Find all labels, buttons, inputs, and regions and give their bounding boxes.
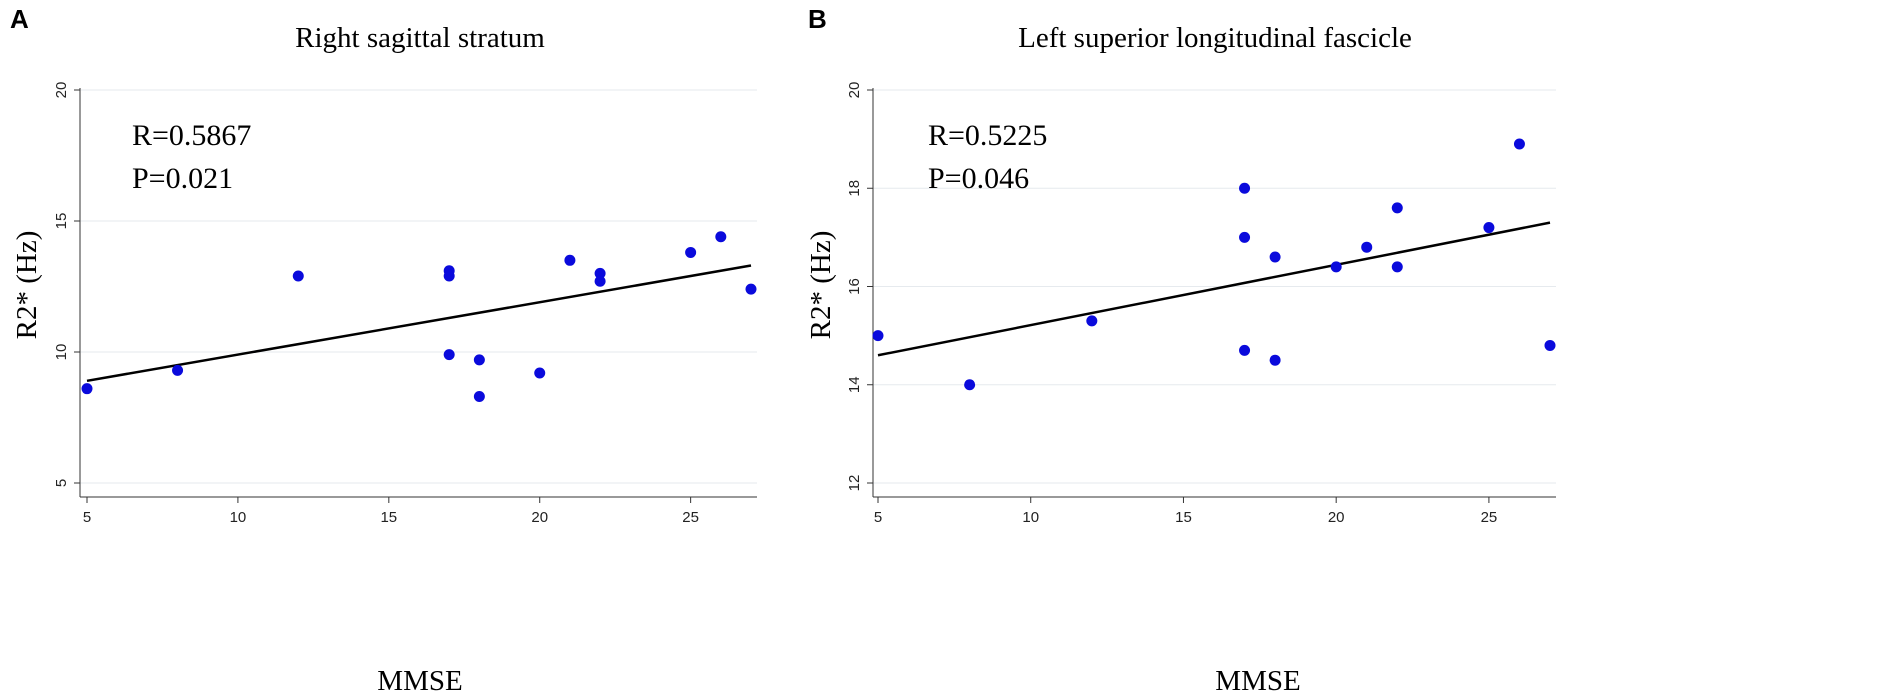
panel-b-ytick-label: 14 (846, 376, 863, 393)
panel-a-xtick-label: 5 (83, 509, 91, 526)
panel-b-data-point (1513, 138, 1525, 150)
panel-a-data-point (172, 364, 184, 376)
panel-a-xlabel: MMSE (377, 665, 462, 697)
panel-b-data-point (1391, 261, 1403, 273)
panel-a-ytick-label: 10 (53, 344, 70, 361)
panel-b-ylabel: R2* (Hz) (805, 231, 837, 340)
panel-b-data-point (1361, 241, 1373, 253)
panel-b-ytick-label: 18 (846, 180, 863, 197)
panel-b-fit-line (877, 221, 1551, 357)
panel-a-data-point (443, 349, 455, 361)
panel-a-data-point (534, 367, 546, 379)
panel-a-data-point (292, 270, 304, 282)
panel-a-data-point (81, 383, 93, 395)
panel-b-data-point (1391, 202, 1403, 214)
panel-b-data-point (1269, 354, 1281, 366)
panel-b-data-point (1086, 315, 1098, 327)
panel-a-stat-r: R=0.5867 (132, 119, 251, 152)
panel-a-data-point (443, 270, 455, 282)
panel-b-data-point (1330, 261, 1342, 273)
panel-b-xlabel: MMSE (1215, 665, 1300, 697)
panel-b-data-point (1239, 182, 1251, 194)
panel-a-xtick-label: 10 (230, 509, 247, 526)
panel-a-data-point (473, 391, 485, 403)
panel-b-title: Left superior longitudinal fascicle (1018, 22, 1412, 54)
panel-a-data-point (594, 267, 606, 279)
panel-a-xtick-label: 25 (682, 509, 699, 526)
panel-b-xtick-label: 15 (1175, 509, 1192, 526)
panel-b-data-point (1239, 231, 1251, 243)
panel-b-ytick-label: 12 (846, 475, 863, 492)
panel-b-data-point (1483, 222, 1495, 234)
panel-b-xtick-label: 25 (1481, 509, 1498, 526)
panel-b-data-point (872, 330, 884, 342)
panel-a-ytick-label: 15 (53, 213, 70, 230)
panel-a-fit-line (86, 264, 752, 383)
panel-a-stat-p: P=0.021 (132, 162, 233, 195)
panel-b-data-point (964, 379, 976, 391)
panel-a-data-point (564, 254, 576, 266)
panel-a-xtick-label: 15 (380, 509, 397, 526)
panel-a-title: Right sagittal stratum (295, 22, 545, 54)
panel-a-data-point (715, 231, 727, 243)
panel-b-stat-r: R=0.5225 (928, 119, 1047, 152)
panel-a-data-point (473, 354, 485, 366)
panel-b-ytick-label: 20 (846, 82, 863, 99)
panel-a-data-point (685, 246, 697, 258)
panel-a-xtick-label: 20 (531, 509, 548, 526)
panel-letter-a: A (10, 4, 29, 34)
panel-b-xtick-label: 5 (874, 509, 882, 526)
panel-b-stat-p: P=0.046 (928, 162, 1029, 195)
panel-a-ytick-label: 20 (53, 82, 70, 99)
panel-a-ylabel: R2* (Hz) (11, 231, 43, 340)
panel-letter-b: B (808, 4, 827, 34)
panel-a-data-point (745, 283, 757, 295)
panel-b-xtick-label: 20 (1328, 509, 1345, 526)
panel-b-ytick-label: 16 (846, 278, 863, 295)
panel-a-ytick-label: 5 (53, 479, 70, 487)
panel-b-data-point (1544, 339, 1556, 351)
panel-b-xtick-label: 10 (1022, 509, 1039, 526)
panel-b-data-point (1269, 251, 1281, 263)
panel-b-data-point (1239, 344, 1251, 356)
panel-a-data-point (594, 275, 606, 287)
